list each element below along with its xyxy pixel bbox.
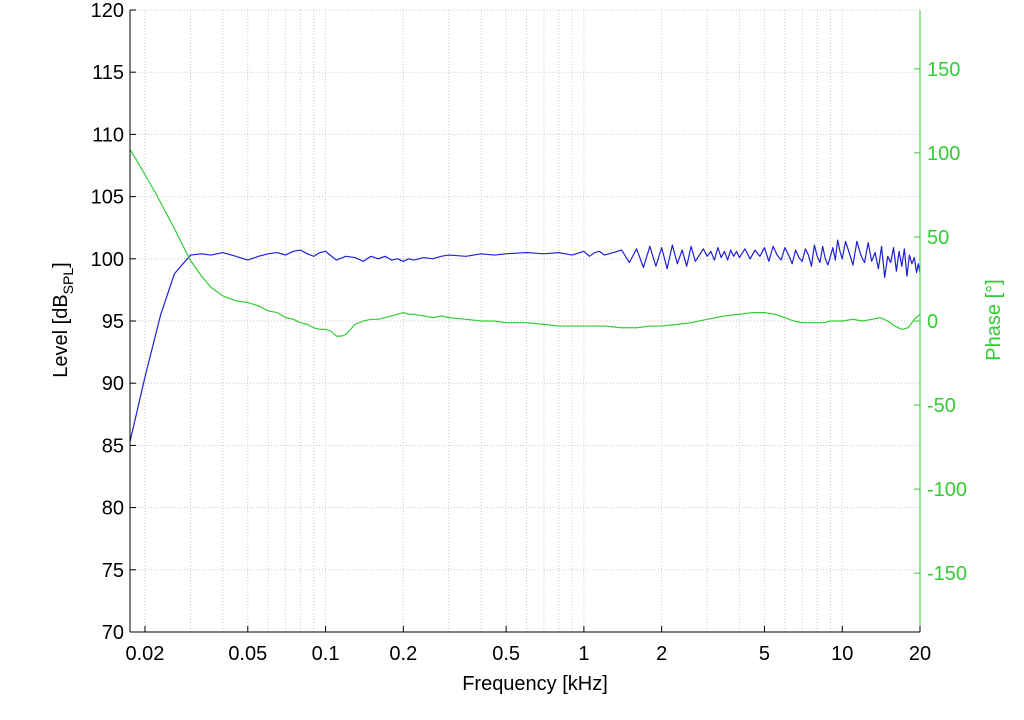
- series-lines: [129, 149, 921, 442]
- x-tick-label: 5: [759, 643, 770, 665]
- y-axis-title: Level [dBSPL]: [50, 262, 76, 377]
- y-tick-label: 80: [102, 498, 124, 520]
- y-axis-title-end: ]: [50, 262, 72, 268]
- y2-tick-label: 50: [927, 227, 949, 249]
- x-tick-label: 2: [656, 643, 667, 665]
- y2-axis-title: Phase [°]: [983, 279, 1005, 360]
- x-axis-title: Frequency [kHz]: [462, 673, 608, 695]
- x-tick-label: 20: [909, 643, 931, 665]
- y-tick-label: 85: [102, 435, 124, 457]
- level-series-line: [129, 239, 921, 442]
- phase-series-line: [129, 149, 921, 337]
- x-tick-label: 10: [831, 643, 853, 665]
- y-tick-label: 105: [91, 187, 124, 209]
- x-tick-label: 0.05: [228, 643, 267, 665]
- x-tick-label: 0.1: [312, 643, 340, 665]
- y2-tick-label: -50: [927, 395, 956, 417]
- y-tick-label: 120: [91, 0, 124, 22]
- axes: [129, 9, 921, 633]
- y-tick-label: 70: [102, 622, 124, 644]
- y-axis-title-main: Level [dB: [50, 294, 72, 377]
- y2-tick-label: 0: [927, 311, 938, 333]
- y2-tick-label: -150: [927, 563, 967, 585]
- y-tick-label: 110: [92, 124, 124, 146]
- y-axis-title-subscript: SPL: [60, 268, 76, 295]
- y2-tick-label: 100: [927, 143, 960, 165]
- y-tick-label: 90: [102, 373, 124, 395]
- y2-tick-label: -100: [927, 479, 967, 501]
- plot-area: [130, 10, 920, 632]
- y-tick-label: 115: [92, 62, 124, 84]
- y-tick-label: 100: [91, 249, 124, 271]
- y-tick-label: 95: [102, 311, 124, 333]
- x-tick-label: 0.02: [126, 643, 165, 665]
- y2-tick-label: 150: [927, 59, 960, 81]
- y-tick-label: 75: [102, 560, 124, 582]
- x-tick-label: 0.5: [492, 643, 520, 665]
- x-tick-label: 1: [578, 643, 589, 665]
- x-tick-label: 0.2: [389, 643, 417, 665]
